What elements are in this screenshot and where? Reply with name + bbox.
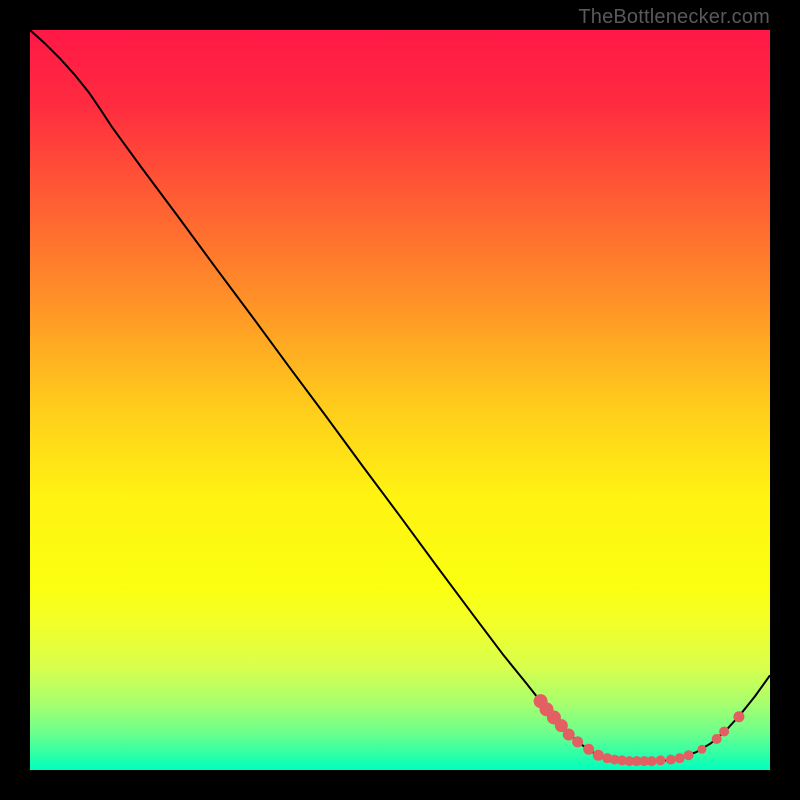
chart-background xyxy=(30,30,770,770)
marker-point xyxy=(593,750,604,761)
watermark-text: TheBottlenecker.com xyxy=(578,6,770,29)
marker-point xyxy=(733,711,744,722)
marker-point xyxy=(675,753,685,763)
marker-point xyxy=(583,744,594,755)
marker-point xyxy=(666,755,676,765)
marker-point xyxy=(655,755,665,765)
marker-point xyxy=(563,728,575,740)
marker-point xyxy=(684,750,694,760)
marker-point xyxy=(719,727,729,737)
marker-point xyxy=(572,736,583,747)
marker-point xyxy=(712,734,722,744)
marker-point xyxy=(697,745,706,754)
bottleneck-chart xyxy=(30,30,770,770)
marker-point xyxy=(647,756,657,766)
